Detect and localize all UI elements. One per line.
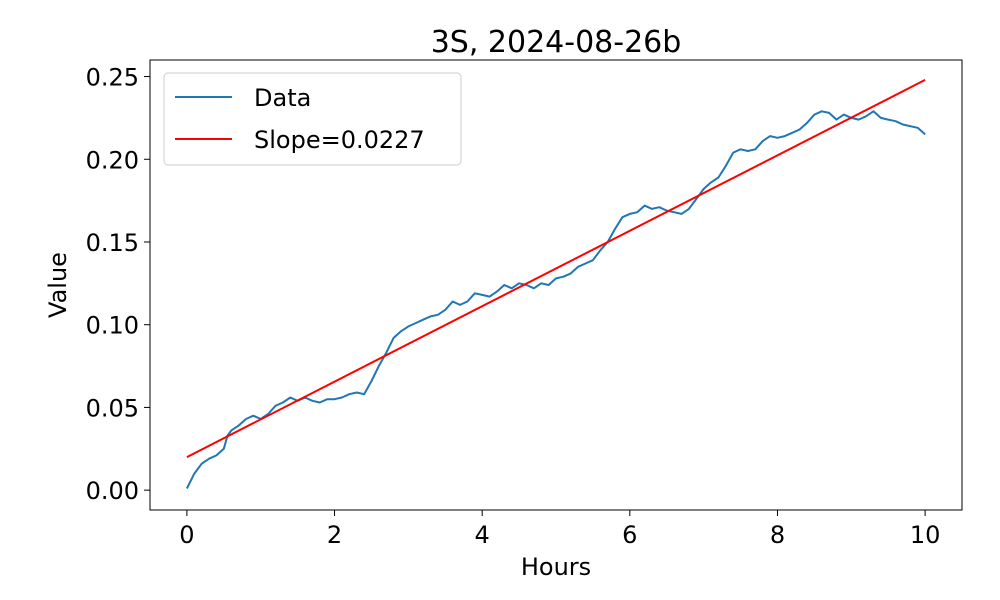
legend-label-data: Data (254, 84, 311, 112)
y-tick-label: 0.15 (86, 229, 139, 257)
y-tick-label: 0.10 (86, 312, 139, 340)
x-tick-label: 6 (622, 521, 637, 549)
legend-box (163, 72, 462, 166)
x-tick-label: 8 (770, 521, 785, 549)
legend: Data Slope=0.0227 (163, 72, 462, 166)
series-layer (186, 79, 926, 489)
x-axis: 0 2 4 6 8 10 (179, 510, 940, 549)
y-tick-label: 0.00 (86, 477, 139, 505)
series-line-slope-fit (186, 79, 926, 458)
x-tick-label: 4 (475, 521, 490, 549)
y-tick-label: 0.20 (86, 146, 139, 174)
series-line-data (186, 110, 926, 489)
plot-area-frame (149, 59, 963, 511)
chart-title: 3S, 2024-08-26b (431, 25, 682, 60)
x-tick-label: 0 (179, 521, 194, 549)
y-axis: 0.00 0.05 0.10 0.15 0.20 0.25 (86, 64, 150, 505)
y-axis-label: Value (44, 252, 72, 318)
x-tick-label: 2 (327, 521, 342, 549)
x-tick-label: 10 (910, 521, 941, 549)
legend-label-slope: Slope=0.0227 (254, 126, 425, 154)
y-tick-label: 0.25 (86, 64, 139, 92)
y-tick-label: 0.05 (86, 394, 139, 422)
x-axis-label: Hours (521, 553, 591, 581)
